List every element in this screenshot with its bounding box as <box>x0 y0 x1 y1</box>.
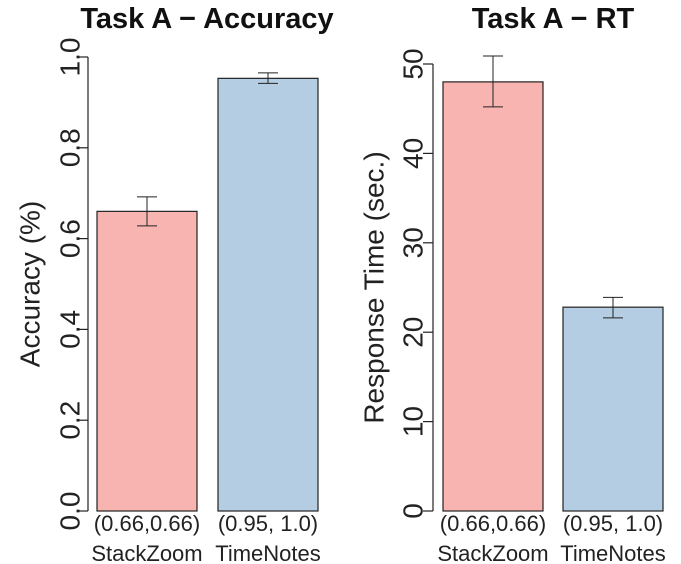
accuracy-y-tick-label: 1.0 <box>55 38 86 77</box>
rt-bar-timenotes <box>562 306 664 512</box>
response-time-panel: Task A − RT Response Time (sec.) 0 10 20 30 40… <box>359 3 666 564</box>
accuracy-y-tick-label: 0.2 <box>55 401 86 440</box>
accuracy-y-tick-label: 0.8 <box>55 128 86 167</box>
rt-category-sublabel: (0.66,0.66) <box>440 511 546 536</box>
rt-chart-title: Task A − RT <box>472 3 635 35</box>
rt-y-tick-label: 20 <box>398 317 429 348</box>
accuracy-bar-stackzoom <box>96 210 198 512</box>
rt-y-tick-label: 10 <box>398 406 429 437</box>
rt-category-label: TimeNotes <box>560 541 666 564</box>
accuracy-bar-timenotes <box>217 77 319 512</box>
rt-y-tick-label: 40 <box>398 138 429 169</box>
accuracy-chart-title: Task A − Accuracy <box>80 3 333 35</box>
accuracy-y-axis-label: Accuracy (%) <box>15 201 46 367</box>
rt-bar-stackzoom <box>442 81 544 512</box>
accuracy-y-tick-label: 0.4 <box>55 310 86 349</box>
rt-y-axis-label: Response Time (sec.) <box>359 151 390 423</box>
rt-y-tick-label: 50 <box>398 48 429 79</box>
accuracy-y-tick-label: 0.6 <box>55 219 86 258</box>
rt-y-tick-label: 0 <box>398 503 429 519</box>
rt-y-tick-label: 30 <box>398 227 429 258</box>
rt-category-label: StackZoom <box>437 541 548 564</box>
accuracy-panel: Task A − Accuracy Accuracy (%) 0.0 0.2 0.4 0.… <box>15 3 334 564</box>
accuracy-category-sublabel: (0.66,0.66) <box>94 511 200 536</box>
rt-category-sublabel: (0.95, 1.0) <box>563 511 663 536</box>
accuracy-category-sublabel: (0.95, 1.0) <box>218 511 318 536</box>
accuracy-y-tick-label: 0.0 <box>55 492 86 531</box>
accuracy-category-label: StackZoom <box>91 541 202 564</box>
accuracy-category-label: TimeNotes <box>215 541 321 564</box>
